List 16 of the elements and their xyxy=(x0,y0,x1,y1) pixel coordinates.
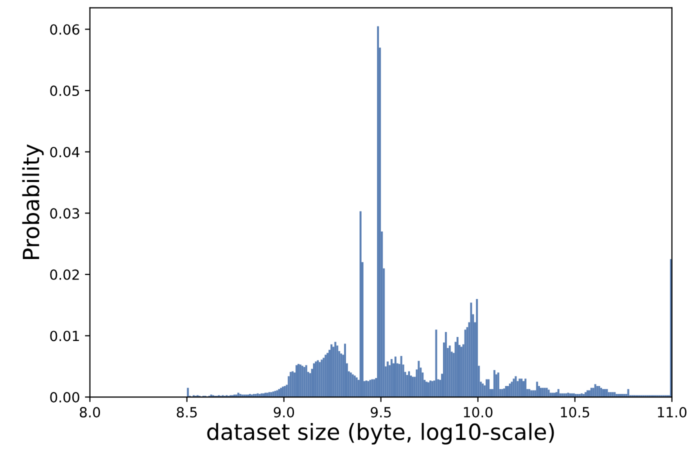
y-axis-title: Probability xyxy=(22,144,44,259)
y-tick-label: 0.00 xyxy=(50,392,80,403)
x-axis-title: dataset size (byte, log10-scale) xyxy=(207,422,554,444)
y-tick-label: 0.06 xyxy=(50,24,80,35)
x-tick-label: 9.0 xyxy=(274,407,294,418)
y-tick-label: 0.04 xyxy=(50,146,80,158)
x-tick-label: 8.0 xyxy=(80,407,100,418)
y-tick-label: 0.03 xyxy=(50,208,80,219)
x-tick-label: 9.5 xyxy=(370,407,391,418)
y-tick-label: 0.05 xyxy=(50,86,79,96)
x-tick-label: 10.5 xyxy=(560,407,590,418)
x-tick-label: 10.0 xyxy=(464,407,492,418)
x-tick-label: 11.0 xyxy=(658,407,686,418)
y-tick-label: 0.02 xyxy=(50,269,79,280)
y-tick-label: 0.01 xyxy=(50,330,79,342)
x-tick-label: 8.5 xyxy=(176,407,197,418)
